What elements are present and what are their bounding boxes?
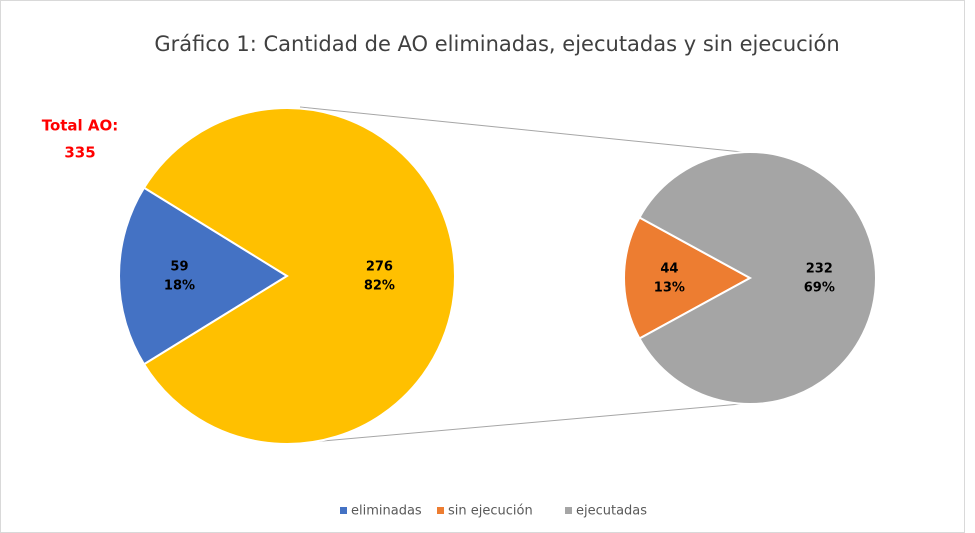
data-label: 18% — [164, 279, 195, 294]
data-label: 44 — [660, 262, 678, 277]
connector-line — [299, 106, 753, 154]
chart-title: Gráfico 1: Cantidad de AO eliminadas, ej… — [154, 32, 839, 56]
annotation: Total AO: — [42, 117, 119, 135]
data-label: 69% — [804, 281, 835, 296]
data-label: 13% — [654, 281, 685, 296]
connector-line — [299, 402, 753, 444]
data-label: 232 — [806, 262, 833, 277]
data-label: 82% — [364, 279, 395, 294]
legend-swatch — [565, 507, 572, 514]
annotation-total: 335 — [64, 144, 95, 162]
legend-label: ejecutadas — [576, 504, 647, 519]
pie-slice — [142, 107, 456, 445]
legend-label: eliminadas — [351, 504, 422, 519]
data-label: 276 — [366, 260, 393, 275]
legend-label: sin ejecución — [448, 504, 533, 519]
legend-swatch — [437, 507, 444, 514]
pie-slice — [623, 216, 753, 340]
data-label: 59 — [170, 260, 188, 275]
pie-slice — [118, 186, 289, 366]
legend-swatch — [340, 507, 347, 514]
pie-slice — [638, 151, 877, 405]
